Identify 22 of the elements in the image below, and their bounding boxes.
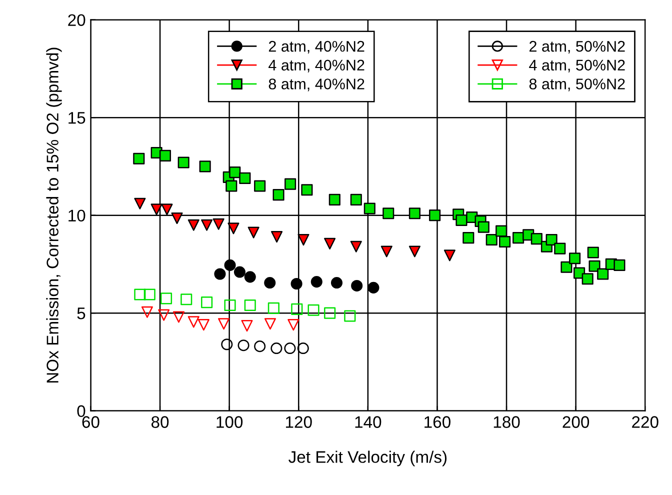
- x-tick-label: 160: [424, 416, 450, 428]
- legend-label: 4 atm, 40%N2: [268, 60, 364, 72]
- legend-label: 2 atm, 50%N2: [530, 40, 625, 54]
- legend-label: 8 atm, 50%N2: [529, 78, 625, 92]
- legend-label: 2 atm, 40%N2: [268, 40, 364, 54]
- x-axis-title: Jet Exit Velocity (m/s): [288, 450, 447, 466]
- y-tick-label: 20: [68, 14, 86, 26]
- x-tick-label: 80: [151, 416, 169, 428]
- y-tick-label: 0: [77, 405, 86, 418]
- x-tick-label: 120: [286, 416, 312, 428]
- y-tick-label: 5: [77, 308, 86, 320]
- y-tick-label: 10: [68, 210, 86, 222]
- y-axis-title: NOx Emission, Corrected to 15% O2 (ppmvd): [46, 48, 62, 383]
- x-tick-label: 200: [562, 416, 590, 428]
- legend-label: 8 atm, 40%N2: [268, 78, 364, 92]
- x-tick-label: 60: [82, 416, 100, 428]
- x-tick-label: 140: [355, 416, 382, 428]
- y-tick-label: 15: [68, 112, 86, 124]
- legend-label: 4 atm, 50%N2: [529, 60, 625, 72]
- x-tick-label: 180: [494, 416, 520, 428]
- x-tick-label: 220: [632, 416, 658, 428]
- x-tick-label: 100: [216, 416, 243, 428]
